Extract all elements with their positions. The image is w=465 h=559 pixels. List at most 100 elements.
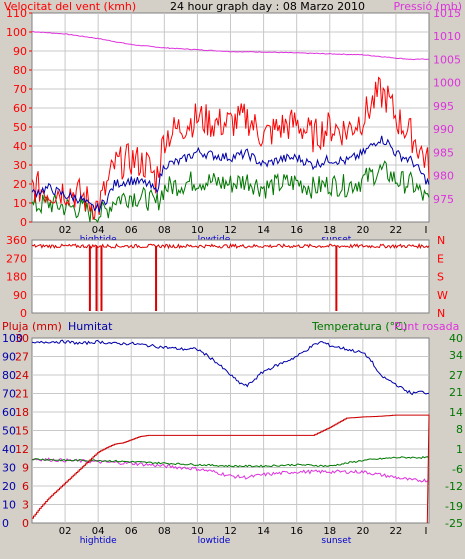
temperature-tick-label: 34 xyxy=(449,349,463,362)
compass-tick-label: N xyxy=(437,234,445,247)
time-tick-label: 02 xyxy=(59,526,72,537)
time-tick-label-end: I xyxy=(425,526,428,537)
humidity-tick-label: 20 xyxy=(2,480,16,493)
pressure-tick-label: 1010 xyxy=(433,30,461,43)
wind-mean-line xyxy=(31,135,430,213)
rain-tick-label: 15 xyxy=(15,425,29,438)
humidity-tick-label: 10 xyxy=(2,499,16,512)
pressure-tick-label: 1015 xyxy=(433,7,461,20)
time-tick-label: 04 xyxy=(92,526,105,537)
wind-speed-tick-label: 30 xyxy=(13,159,27,172)
time-tick-label: 16 xyxy=(290,526,303,537)
wind-speed-tick-label: 20 xyxy=(13,178,27,191)
wind-speed-tick-label: 100 xyxy=(6,26,27,39)
temperature-tick-label: 21 xyxy=(449,386,463,399)
time-tick-label: 08 xyxy=(158,526,171,537)
rain-humidity-grid xyxy=(32,338,429,523)
rain-tick-label: 6 xyxy=(22,480,29,493)
direction-tick-label: 270 xyxy=(6,252,27,265)
wind-avg-line xyxy=(31,160,430,224)
pressure-tick-label: 980 xyxy=(433,170,454,183)
wind-speed-label: Velocitat del vent (kmh) xyxy=(4,0,136,13)
compass-tick-label: W xyxy=(437,289,448,302)
direction-degree-axis: 0 90 180 270 360 xyxy=(6,234,27,320)
rain-tick-label: 27 xyxy=(15,351,29,364)
direction-line xyxy=(31,242,430,250)
wind-speed-tick-label: 80 xyxy=(13,64,27,77)
temperature-label: Temperatura (°C) xyxy=(311,320,407,333)
rain-tick-label: 3 xyxy=(22,499,29,512)
pressure-tick-label: 990 xyxy=(433,123,454,136)
rain-line xyxy=(32,414,430,524)
rain-tick-label: 0 xyxy=(22,517,29,530)
time-tick-label: 22 xyxy=(390,225,403,236)
time-tick-label: 02 xyxy=(59,225,72,236)
time-tick-label: 14 xyxy=(257,225,270,236)
wind-speed-tick-label: 90 xyxy=(13,45,27,58)
temperature-tick-label: -25 xyxy=(445,517,463,530)
temperature-tick-label: 1 xyxy=(456,443,463,456)
temperature-tick-label: 14 xyxy=(449,406,463,419)
tide-label: hightide xyxy=(80,536,117,546)
humidity-axis: 0 10 20 30 40 50 60 70 80 90 100 xyxy=(2,332,23,530)
compass-tick-label: E xyxy=(437,252,444,265)
rain-label: Pluja (mm) xyxy=(2,320,62,333)
pressure-label: Pressió (mb) xyxy=(393,0,462,13)
rain-tick-label: 21 xyxy=(15,388,29,401)
wind-pressure-series xyxy=(31,31,430,224)
time-tick-label: 18 xyxy=(323,526,336,537)
humidity-tick-label: 30 xyxy=(2,462,16,475)
time-tick-label: 14 xyxy=(257,526,270,537)
temperature-tick-label: -6 xyxy=(452,463,463,476)
humidity-tick-label: 40 xyxy=(2,443,16,456)
time-tick-label: 10 xyxy=(191,225,204,236)
wind-direction-grid xyxy=(32,240,429,313)
pressure-line xyxy=(32,31,429,61)
wind-direction-series xyxy=(31,242,430,311)
time-tick-label-end: I xyxy=(425,225,428,236)
pressure-tick-label: 1005 xyxy=(433,53,461,66)
wind-speed-axis: 0 10 20 30 40 50 60 70 80 90 100 110 xyxy=(6,7,32,229)
time-tick-label: 04 xyxy=(92,225,105,236)
chart-title: 24 hour graph day : 08 Marzo 2010 xyxy=(170,0,365,13)
wind-speed-tick-label: 10 xyxy=(13,197,27,210)
direction-tick-label: 360 xyxy=(6,234,27,247)
temperature-tick-label: 8 xyxy=(456,423,463,436)
pressure-tick-label: 1000 xyxy=(433,77,461,90)
pressure-tick-label: 995 xyxy=(433,100,454,113)
dewpoint-label: Punt rosada xyxy=(394,320,459,333)
direction-tick-label: 0 xyxy=(20,307,27,320)
time-tick-label: 16 xyxy=(290,225,303,236)
direction-tick-label: 90 xyxy=(13,289,27,302)
temperature-line xyxy=(31,456,430,468)
rain-tick-label: 12 xyxy=(15,443,29,456)
compass-tick-label: N xyxy=(437,307,445,320)
time-tick-label: 12 xyxy=(224,225,237,236)
time-tick-label: 06 xyxy=(125,526,138,537)
rain-axis: 0 3 6 9 12 15 18 21 24 27 30 xyxy=(15,332,29,530)
time-tick-label: 10 xyxy=(191,526,204,537)
temperature-axis: -25 -19 -12 -6 1 8 14 21 27 34 40 xyxy=(445,332,463,530)
time-tick-label: 20 xyxy=(356,526,369,537)
wind-speed-tick-label: 70 xyxy=(13,83,27,96)
rain-tick-label: 18 xyxy=(15,406,29,419)
humidity-tick-label: 50 xyxy=(2,425,16,438)
pressure-axis: 975 980 985 990 995 1000 1005 1010 1015 xyxy=(433,7,461,206)
humidity-tick-label: 60 xyxy=(2,406,16,419)
rain-tick-label: 24 xyxy=(15,369,29,382)
humidity-line xyxy=(31,339,430,396)
time-tick-label: 06 xyxy=(125,225,138,236)
temperature-tick-label: -12 xyxy=(445,480,463,493)
wind-speed-tick-label: 50 xyxy=(13,121,27,134)
wind-speed-tick-label: 60 xyxy=(13,102,27,115)
temperature-tick-label: 40 xyxy=(449,332,463,345)
humidity-tick-label: 80 xyxy=(2,369,16,382)
humidity-tick-label: 100 xyxy=(2,332,23,345)
tide-label: sunset xyxy=(321,536,351,546)
